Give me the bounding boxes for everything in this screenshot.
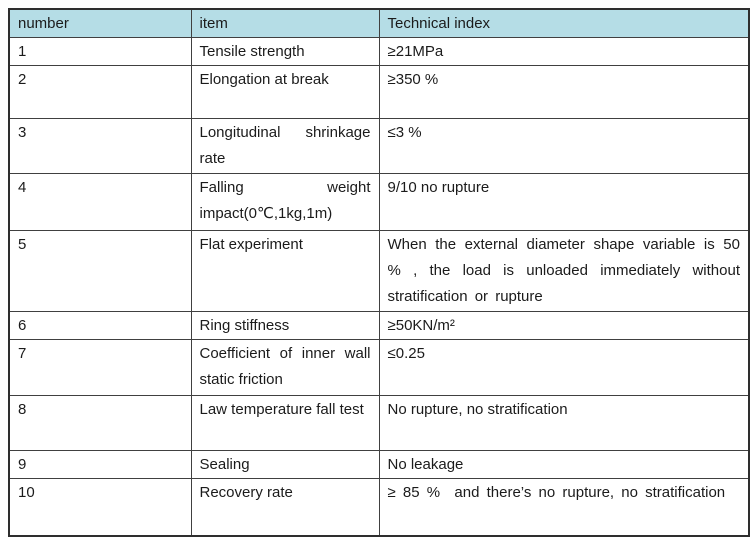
cell-number: 10 <box>8 478 192 536</box>
cell-number: 7 <box>8 339 192 396</box>
cell-item: Tensile strength <box>190 37 380 66</box>
header-cell-number: number <box>8 8 192 38</box>
spec-table-container: number item Technical index 1 Tensile st… <box>8 8 750 537</box>
cell-item: Ring stiffness <box>190 311 380 340</box>
cell-item: Sealing <box>190 450 380 479</box>
header-cell-technical-index: Technical index <box>378 8 750 38</box>
cell-item: Flat experiment <box>190 230 380 312</box>
table-row: 8 Law temperature fall test No rupture, … <box>8 395 750 451</box>
cell-item: Law temperature fall test <box>190 395 380 451</box>
cell-technical-index: ≥350 % <box>378 65 750 119</box>
table-row: 4 Falling weight impact(0℃,1kg,1m) 9/10 … <box>8 173 750 231</box>
spec-table: number item Technical index 1 Tensile st… <box>8 8 750 537</box>
cell-technical-index: ≥50KN/m² <box>378 311 750 340</box>
table-row: 10 Recovery rate ≥ 85 % and there’s no r… <box>8 478 750 536</box>
cell-technical-index: ≥ 85 % and there’s no rupture, no strati… <box>378 478 750 536</box>
table-row: 3 Longitudinal shrinkage rate ≤3 % <box>8 118 750 174</box>
cell-technical-index: When the external diameter shape variabl… <box>378 230 750 312</box>
cell-number: 5 <box>8 230 192 312</box>
table-row: 6 Ring stiffness ≥50KN/m² <box>8 311 750 340</box>
table-row: 1 Tensile strength ≥21MPa <box>8 37 750 66</box>
header-row: number item Technical index <box>8 8 750 38</box>
cell-technical-index: ≥21MPa <box>378 37 750 66</box>
cell-item: Elongation at break <box>190 65 380 119</box>
cell-number: 8 <box>8 395 192 451</box>
table-row: 7 Coefficient of inner wall static frict… <box>8 339 750 396</box>
cell-number: 4 <box>8 173 192 231</box>
table-row: 5 Flat experiment When the external diam… <box>8 230 750 312</box>
table-row: 2 Elongation at break ≥350 % <box>8 65 750 119</box>
cell-item: Coefficient of inner wall static frictio… <box>190 339 380 396</box>
header-cell-item: item <box>190 8 380 38</box>
cell-technical-index: ≤3 % <box>378 118 750 174</box>
cell-item: Recovery rate <box>190 478 380 536</box>
cell-number: 9 <box>8 450 192 479</box>
cell-technical-index: ≤0.25 <box>378 339 750 396</box>
cell-item: Longitudinal shrinkage rate <box>190 118 380 174</box>
table-row: 9 Sealing No leakage <box>8 450 750 479</box>
cell-number: 3 <box>8 118 192 174</box>
cell-number: 1 <box>8 37 192 66</box>
cell-number: 2 <box>8 65 192 119</box>
cell-technical-index: No rupture, no stratification <box>378 395 750 451</box>
cell-item: Falling weight impact(0℃,1kg,1m) <box>190 173 380 231</box>
cell-technical-index: No leakage <box>378 450 750 479</box>
cell-number: 6 <box>8 311 192 340</box>
cell-technical-index: 9/10 no rupture <box>378 173 750 231</box>
